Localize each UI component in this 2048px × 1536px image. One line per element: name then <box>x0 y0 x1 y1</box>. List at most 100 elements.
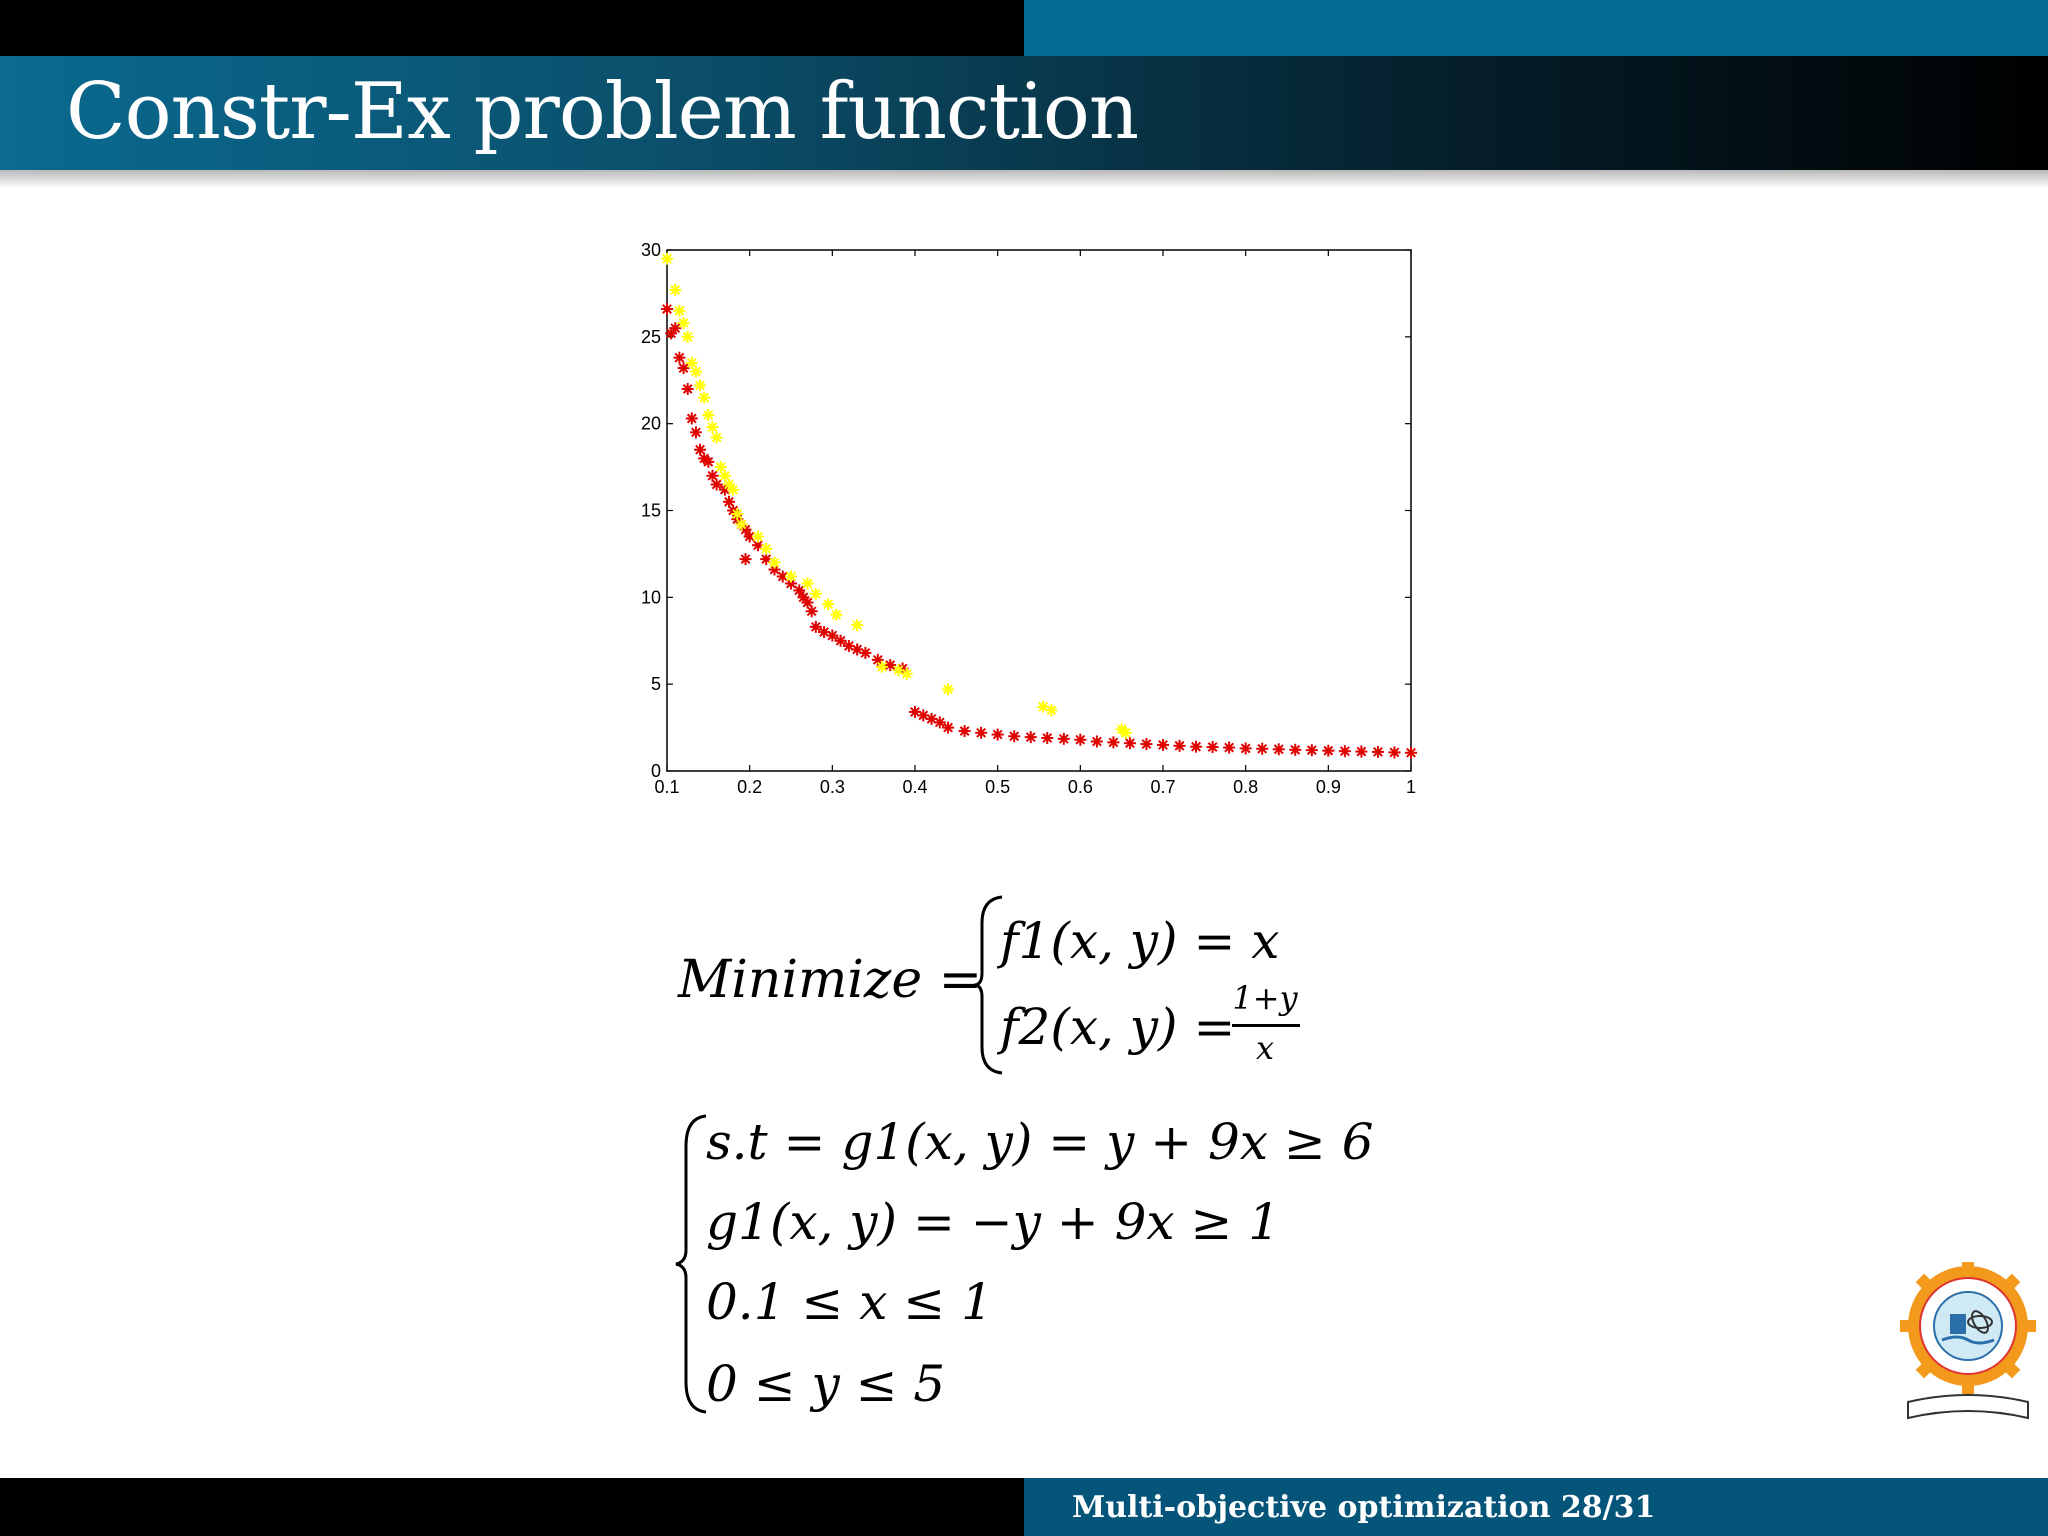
scatter-point <box>731 507 744 520</box>
scatter-point <box>801 596 814 609</box>
y-tick-label: 25 <box>641 327 661 347</box>
scatter-point <box>1140 738 1153 751</box>
scatter-point <box>1256 742 1269 755</box>
scatter-point <box>702 455 715 468</box>
scatter-point <box>884 659 897 672</box>
scatter-point <box>1008 730 1021 743</box>
scatter-point <box>751 530 764 543</box>
scatter-point <box>706 469 719 482</box>
scatter-point <box>1041 732 1054 745</box>
title-shadow <box>0 170 2048 188</box>
scatter-point <box>694 379 707 392</box>
scatter-point <box>714 461 727 474</box>
scatter-point <box>702 408 715 421</box>
scatter-point <box>694 443 707 456</box>
constraints-brace <box>675 1114 707 1414</box>
scatter-point <box>710 478 723 491</box>
x-tick-label: 0.4 <box>902 777 927 797</box>
scatter-point <box>830 608 843 621</box>
scatter-point <box>739 553 752 566</box>
scatter-point <box>851 619 864 632</box>
scatter-point <box>723 495 735 508</box>
scatter-point <box>1090 735 1103 748</box>
scatter-point <box>1045 704 1058 717</box>
scatter-point <box>1190 740 1203 753</box>
top-strip-teal <box>1024 0 2048 56</box>
scatter-point <box>871 653 884 666</box>
scatter-point <box>698 391 711 404</box>
scatter-point <box>942 683 955 696</box>
constraint-1: s.t = g1(x, y) = y + 9x ≥ 6 <box>706 1113 1374 1171</box>
scatter-point <box>933 716 946 729</box>
y-tick-label: 10 <box>641 587 661 607</box>
footer-bar <box>0 1478 2048 1536</box>
x-tick-label: 1 <box>1406 777 1416 797</box>
scatter-point <box>1405 746 1417 759</box>
scatter-point <box>1322 744 1335 757</box>
scatter-point <box>859 646 872 659</box>
objective-f2: f2(x, y) = <box>1000 998 1236 1056</box>
x-tick-label: 0.6 <box>1068 777 1093 797</box>
title-bar <box>0 56 2048 170</box>
scatter-point <box>958 725 971 738</box>
y-tick-label: 20 <box>641 414 661 434</box>
scatter-point <box>673 304 686 317</box>
scatter-point <box>785 570 797 583</box>
x-tick-label: 0.7 <box>1150 777 1175 797</box>
scatter-point <box>735 518 748 531</box>
f2-numerator: 1+y <box>1232 979 1298 1017</box>
scatter-point <box>1388 746 1401 759</box>
scatter-point <box>1024 731 1037 744</box>
scatter-point <box>661 303 673 316</box>
scatter-point <box>1107 736 1120 749</box>
x-tick-label: 0.3 <box>820 777 845 797</box>
scatter-point <box>718 469 731 482</box>
scatter-point <box>768 556 781 569</box>
scatter-point <box>1355 745 1368 758</box>
scatter-point <box>834 634 847 647</box>
plot-area <box>666 249 1412 772</box>
scatter-point <box>1223 741 1236 754</box>
scatter-point <box>681 330 694 343</box>
scatter-point <box>1123 737 1136 750</box>
scatter-point <box>1173 739 1186 752</box>
x-tick-label: 0.2 <box>737 777 762 797</box>
scatter-point <box>900 667 913 680</box>
scatter-point <box>809 587 822 600</box>
y-tick-label: 30 <box>641 240 661 260</box>
objective-brace <box>973 895 1003 1075</box>
scatter-point <box>689 365 702 378</box>
scatter-point <box>1289 743 1302 756</box>
scatter-point <box>809 620 822 633</box>
scatter-point <box>1272 743 1285 756</box>
scatter-point <box>669 283 682 296</box>
scatter-point <box>991 728 1004 741</box>
scatter-point <box>1119 726 1132 739</box>
scatter-point <box>942 721 955 734</box>
footer-dark <box>0 1478 1024 1536</box>
scatter-point <box>801 577 814 590</box>
scatter-point <box>669 322 682 335</box>
scatter-point <box>822 598 835 611</box>
scatter-point <box>1371 745 1384 758</box>
scatter-point <box>826 629 839 642</box>
scatter-point <box>673 351 686 364</box>
y-tick-label: 5 <box>651 674 661 694</box>
scatter-point <box>975 726 988 739</box>
x-tick-label: 0.8 <box>1233 777 1258 797</box>
objective-label: Minimize = <box>678 950 983 1010</box>
scatter-point <box>681 382 694 395</box>
scatter-point <box>1239 742 1252 755</box>
scatter-point <box>1157 738 1169 751</box>
scatter-point <box>710 431 723 444</box>
scatter-point <box>685 356 698 369</box>
scatter-point <box>1338 745 1351 758</box>
constraint-4: 0 ≤ y ≤ 5 <box>706 1355 946 1413</box>
scatter-point <box>875 660 888 673</box>
scatter-point <box>1305 744 1318 757</box>
scatter-point <box>677 362 690 375</box>
f2-fraction-line <box>1232 1024 1300 1027</box>
objective-f1: f1(x, y) = x <box>1000 912 1280 970</box>
institute-logo-icon <box>1900 1262 2036 1420</box>
